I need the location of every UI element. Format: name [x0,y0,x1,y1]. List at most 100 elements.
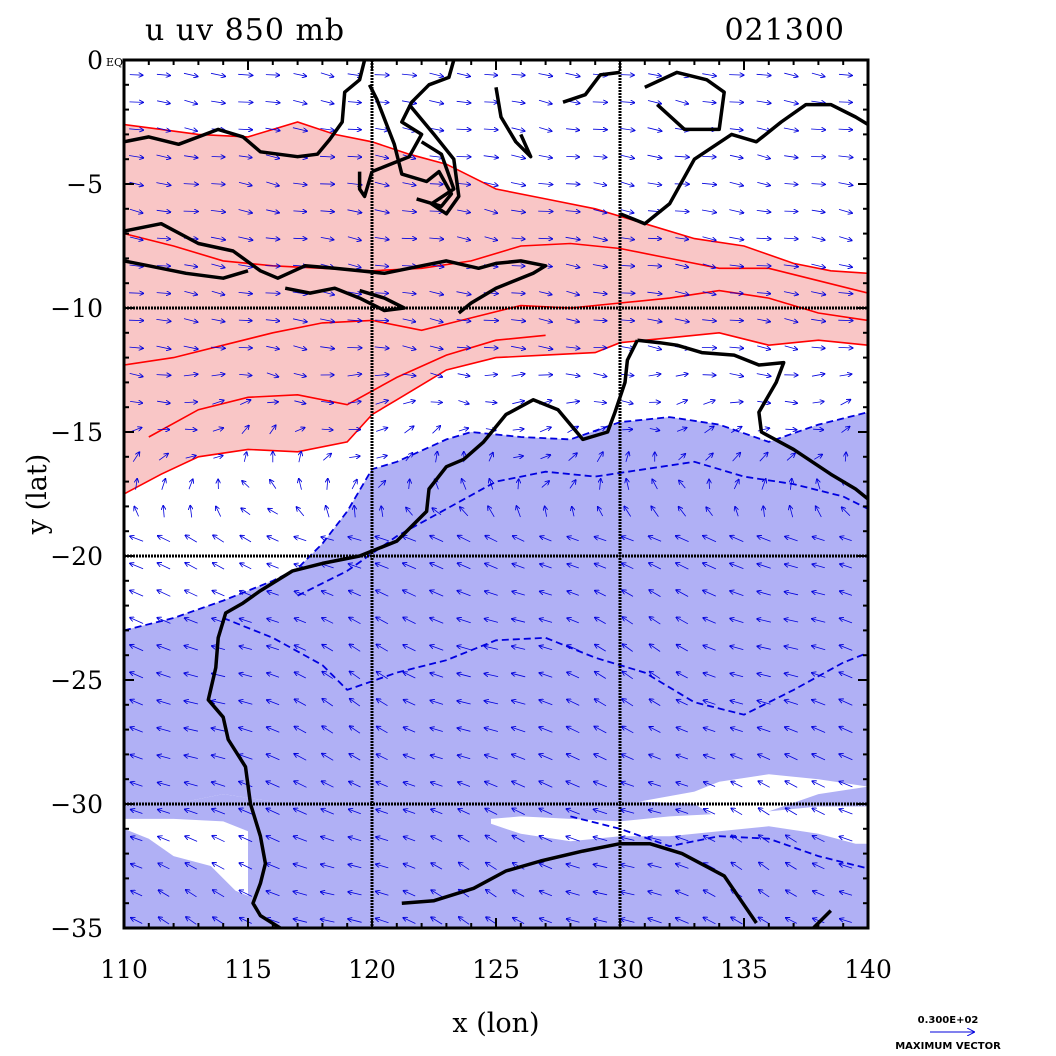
white-region-3 [491,806,868,844]
wind-vector-319 [375,918,389,924]
wind-vector-19 [130,590,144,597]
wind-vector-455 [511,266,525,267]
wind-vector-99 [211,157,225,158]
wind-vector-539 [566,809,580,815]
wind-vector-35 [156,154,171,158]
wind-vector-585 [620,320,635,321]
wind-vector-13 [130,427,142,432]
wind-vector-548 [593,183,607,186]
wind-vector-679 [702,263,716,268]
wind-vector-700 [704,836,716,842]
wind-vector-462 [513,456,523,458]
wind-vector-845 [841,426,850,433]
wind-vector-127 [213,917,225,925]
wind-vector-565 [595,644,606,652]
wind-vector-179 [267,591,279,596]
wind-vector-284 [348,837,362,842]
wind-vector-164 [266,181,279,186]
wind-vector-638 [648,891,662,896]
wind-vector-389 [457,210,470,213]
wind-vector-785 [785,536,798,542]
wind-vector-17 [130,536,144,542]
wind-vector-152 [239,728,253,733]
wind-vector-131 [238,156,252,158]
wind-vector-330 [402,345,416,350]
coastlines [124,60,868,928]
wind-vector-648 [674,290,689,295]
wind-vector-840 [838,293,853,294]
wind-vector-415 [458,917,470,925]
wind-vector-812 [812,401,825,403]
wind-vector-162 [265,128,281,131]
wind-vector-74 [183,345,199,349]
wind-vector-536 [566,727,580,734]
wind-vector-671 [675,918,689,924]
wind-vector-482 [539,127,552,132]
wind-vector-493 [539,427,551,433]
wind-vector-159 [239,918,252,924]
wind-vector-158 [239,890,252,897]
wind-vector-554 [593,347,607,348]
wind-vector-31 [131,918,143,924]
wind-vector-542 [566,891,580,896]
wind-vector-226 [320,129,334,131]
wind-vector-545 [592,102,608,103]
wind-vector-687 [709,479,710,489]
wind-vector-500 [539,619,553,623]
wind-vector-653 [676,428,687,432]
wind-vector-733 [731,862,743,871]
wind-vector-149 [239,646,253,650]
wind-vector-567 [594,699,607,707]
wind-vector-715 [729,374,744,377]
x-tick-label-135: 135 [720,955,768,984]
wind-vector-519 [565,263,580,268]
wind-vector-213 [294,645,306,651]
wind-vector-672 [702,74,716,76]
wind-vector-108 [212,400,224,405]
wind-vector-297 [375,320,389,321]
wind-vector-854 [839,672,853,679]
wind-vector-802 [811,129,826,130]
vector-legend: 0.300E+02 MAXIMUM VECTOR [895,1015,1001,1052]
x-tick-label-115: 115 [224,955,272,984]
wind-vector-65 [184,99,197,104]
wind-vector-816 [816,506,822,518]
wind-vector-665 [676,755,689,760]
wind-vector-689 [703,536,717,543]
wind-vector-832 [838,74,852,75]
wind-vector-291 [375,154,388,158]
wind-vector-774 [783,238,798,239]
wind-vector-580 [620,181,634,186]
wind-vector-609 [647,100,662,104]
wind-vector-508 [539,836,553,842]
wind-vector-611 [647,154,663,158]
coastline-2 [124,259,249,280]
wind-vector-488 [539,291,552,295]
wind-vector-756 [757,619,771,623]
wind-vector-760 [757,727,771,733]
wind-vector-602 [621,782,635,787]
wind-vector-316 [376,837,389,841]
wind-vector-59 [158,809,171,814]
wind-vector-101 [210,210,226,212]
wind-vector-782 [786,453,795,461]
wind-vector-251 [321,809,334,815]
wind-vector-556 [593,402,607,403]
wind-vector-813 [813,429,824,430]
wind-vector-240 [326,506,330,518]
wind-vector-518 [565,237,581,240]
y-tick-label-5: −5 [66,170,103,199]
wind-vector-136 [238,292,253,293]
wind-vector-461 [512,429,524,430]
wind-vector-574 [593,892,608,896]
wind-vector-521 [566,318,579,322]
wind-vector-379 [431,809,443,815]
wind-vector-80 [190,505,192,518]
wind-vector-282 [349,781,361,788]
wind-vector-820 [812,619,826,623]
wind-vector-129 [238,102,253,103]
wind-vector-139 [239,374,252,375]
wind-vector-182 [267,673,280,678]
negative-region-2 [124,786,868,928]
wind-vector-778 [784,345,798,350]
